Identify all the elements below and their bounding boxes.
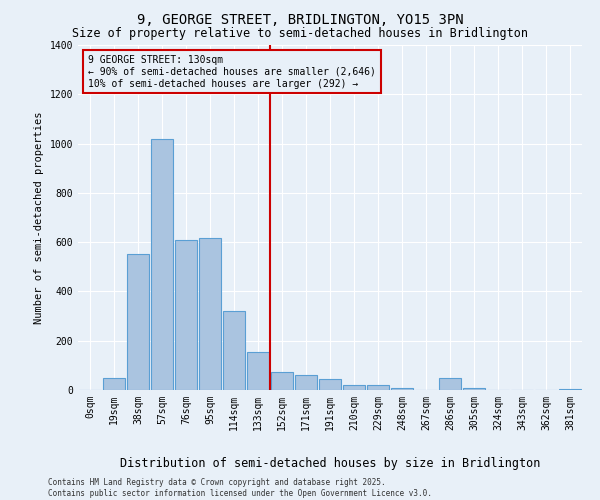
- Bar: [199, 238, 221, 390]
- Bar: [391, 388, 413, 390]
- Bar: [151, 138, 173, 390]
- Bar: [271, 372, 293, 390]
- Text: Contains HM Land Registry data © Crown copyright and database right 2025.
Contai: Contains HM Land Registry data © Crown c…: [48, 478, 432, 498]
- Bar: [439, 378, 461, 390]
- Bar: [559, 389, 581, 390]
- Bar: [127, 254, 149, 390]
- Bar: [343, 385, 365, 390]
- Bar: [367, 385, 389, 390]
- Bar: [223, 311, 245, 390]
- Text: Distribution of semi-detached houses by size in Bridlington: Distribution of semi-detached houses by …: [120, 458, 540, 470]
- Bar: [463, 388, 485, 390]
- Text: 9 GEORGE STREET: 130sqm
← 90% of semi-detached houses are smaller (2,646)
10% of: 9 GEORGE STREET: 130sqm ← 90% of semi-de…: [88, 56, 376, 88]
- Bar: [175, 240, 197, 390]
- Text: 9, GEORGE STREET, BRIDLINGTON, YO15 3PN: 9, GEORGE STREET, BRIDLINGTON, YO15 3PN: [137, 12, 463, 26]
- Y-axis label: Number of semi-detached properties: Number of semi-detached properties: [34, 112, 44, 324]
- Bar: [319, 379, 341, 390]
- Bar: [247, 352, 269, 390]
- Text: Size of property relative to semi-detached houses in Bridlington: Size of property relative to semi-detach…: [72, 28, 528, 40]
- Bar: [103, 378, 125, 390]
- Bar: [295, 375, 317, 390]
